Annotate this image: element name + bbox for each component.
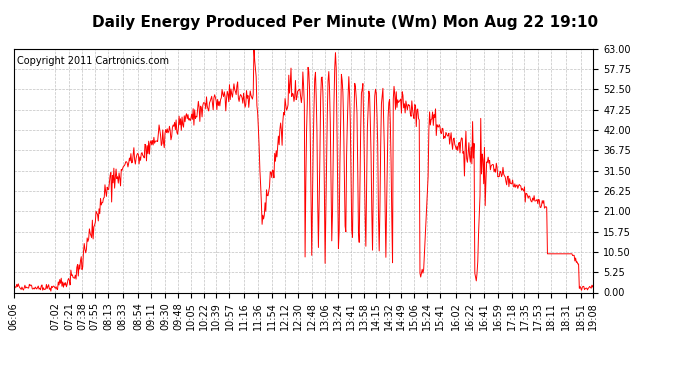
Text: Daily Energy Produced Per Minute (Wm) Mon Aug 22 19:10: Daily Energy Produced Per Minute (Wm) Mo… xyxy=(92,15,598,30)
Text: Copyright 2011 Cartronics.com: Copyright 2011 Cartronics.com xyxy=(17,56,168,66)
